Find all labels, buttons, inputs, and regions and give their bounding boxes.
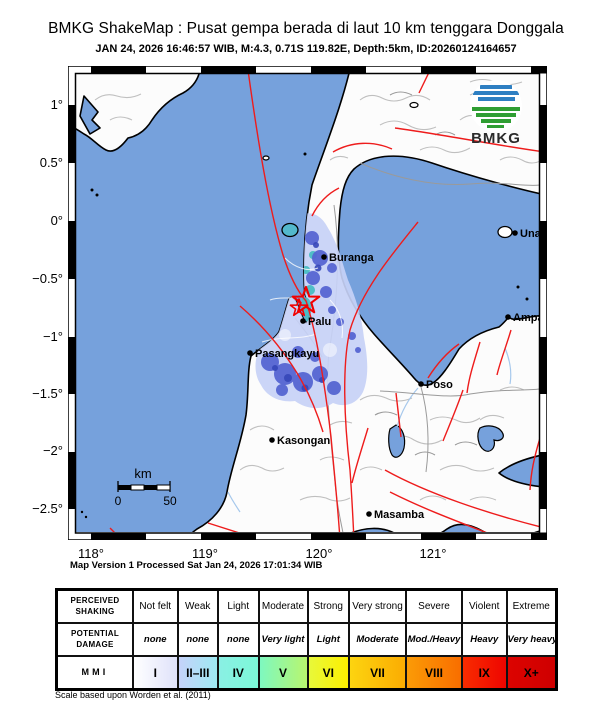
legend-shaking-cell: Extreme <box>505 588 558 624</box>
logo-blue-stripes <box>473 85 519 101</box>
city-label: Palu <box>308 316 331 328</box>
legend-shaking-cell: Violent <box>461 588 508 624</box>
legend-damage-cell: none <box>217 622 260 657</box>
rivers <box>227 347 512 513</box>
intensity-legend-table: PERCEIVED SHAKING Not felt Weak Light Mo… <box>55 588 558 691</box>
legend-damage-cell: Heavy <box>461 622 508 657</box>
scale-start: 0 <box>115 494 122 508</box>
legend-row-mmi: MMI I II–III IV V VI VII VIII IX X+ <box>55 655 558 691</box>
legend-damage-cell: none <box>132 622 179 657</box>
legend-damage-cell: Light <box>306 622 350 657</box>
lat-tick: −1.5° <box>32 386 63 401</box>
lat-tick: −2° <box>42 443 63 458</box>
legend-damage-cell: Mod./Heavy <box>405 622 463 657</box>
legend-shaking-cell: Moderate <box>257 588 309 624</box>
inlet-island <box>79 95 101 135</box>
legend-shaking-cell: Strong <box>306 588 350 624</box>
map-version-note: Map Version 1 Processed Sat Jan 24, 2026… <box>70 560 323 571</box>
legend-shaking-cell: Weak <box>176 588 219 624</box>
legend-footnote: Scale based upon Worden et al. (2011) <box>55 690 211 700</box>
lat-tick: 1° <box>50 97 63 112</box>
legend-mmi-cell: X+ <box>505 655 558 691</box>
lon-tick: 118° <box>78 546 104 561</box>
legend-mmi-cell: IX <box>461 655 508 691</box>
city-label: Kasongan <box>277 435 330 447</box>
island-northwest <box>76 74 200 152</box>
logo-text: BMKG <box>471 130 521 147</box>
lat-tick: 0.5° <box>39 155 63 170</box>
legend-row-damage: POTENTIAL DAMAGE none none none Very lig… <box>55 622 558 657</box>
page-title: BMKG ShakeMap : Pusat gempa berada di la… <box>48 20 564 37</box>
legend-damage-cell: none <box>176 622 219 657</box>
logo-green-stripes <box>472 107 520 128</box>
legend-mmi-cell: I <box>132 655 179 691</box>
city-label: Pasangkayu <box>255 348 319 360</box>
legend-mmi-cell: IV <box>217 655 260 691</box>
legend-row-shaking: PERCEIVED SHAKING Not felt Weak Light Mo… <box>55 588 558 624</box>
map-frame <box>68 66 547 540</box>
event-subtitle: JAN 24, 2026 16:46:57 WIB, M:4.3, 0.71S … <box>95 43 517 55</box>
small-islands <box>80 101 529 519</box>
legend-row-label: MMI <box>55 655 134 691</box>
una-island <box>497 225 513 239</box>
scale-end: 50 <box>163 494 177 508</box>
scale-unit: km <box>134 466 151 481</box>
legend-mmi-cell: II–III <box>176 655 219 691</box>
lon-tick: 121° <box>419 546 447 561</box>
legend-mmi-cell: VIII <box>405 655 463 691</box>
legend-shaking-cell: Severe <box>405 588 463 624</box>
fault-lines <box>109 74 540 533</box>
lon-tick: 119° <box>192 546 218 561</box>
bmkg-logo: BMKG <box>470 80 522 147</box>
lon-tick: 120° <box>305 546 333 561</box>
legend-damage-cell: Moderate <box>348 622 407 657</box>
scale-bar: km 0 50 <box>115 466 177 508</box>
lakes <box>388 424 504 458</box>
city-markers: Buranga Palu Pasangkayu Poso Kasongan Ma… <box>247 228 547 521</box>
city-label: Ampana <box>513 312 547 324</box>
legend-damage-cell: Very heavy <box>505 622 558 657</box>
city-label: Buranga <box>329 252 375 264</box>
legend-shaking-cell: Very strong <box>348 588 407 624</box>
bay-mouth-island <box>281 222 299 238</box>
legend-shaking-cell: Not felt <box>132 588 179 624</box>
lat-tick: −1° <box>42 329 63 344</box>
lat-tick: 0° <box>50 213 63 228</box>
city-label: Una <box>520 228 542 240</box>
lat-tick: −2.5° <box>32 501 63 516</box>
legend-row-label: PERCEIVED SHAKING <box>55 588 134 624</box>
shakemap-map: Buranga Palu Pasangkayu Poso Kasongan Ma… <box>68 66 547 540</box>
legend-mmi-cell: VI <box>306 655 350 691</box>
city-label: Masamba <box>374 509 425 521</box>
city-label: Poso <box>426 379 453 391</box>
epicenter-star <box>289 285 321 317</box>
legend-row-label: POTENTIAL DAMAGE <box>55 622 134 657</box>
legend-shaking-cell: Light <box>217 588 260 624</box>
legend-mmi-cell: V <box>257 655 309 691</box>
legend-mmi-cell: VII <box>348 655 407 691</box>
palu-koro-fault <box>247 74 341 533</box>
lat-tick: −0.5° <box>32 271 63 286</box>
lake-east <box>477 425 504 452</box>
legend-damage-cell: Very light <box>257 622 309 657</box>
